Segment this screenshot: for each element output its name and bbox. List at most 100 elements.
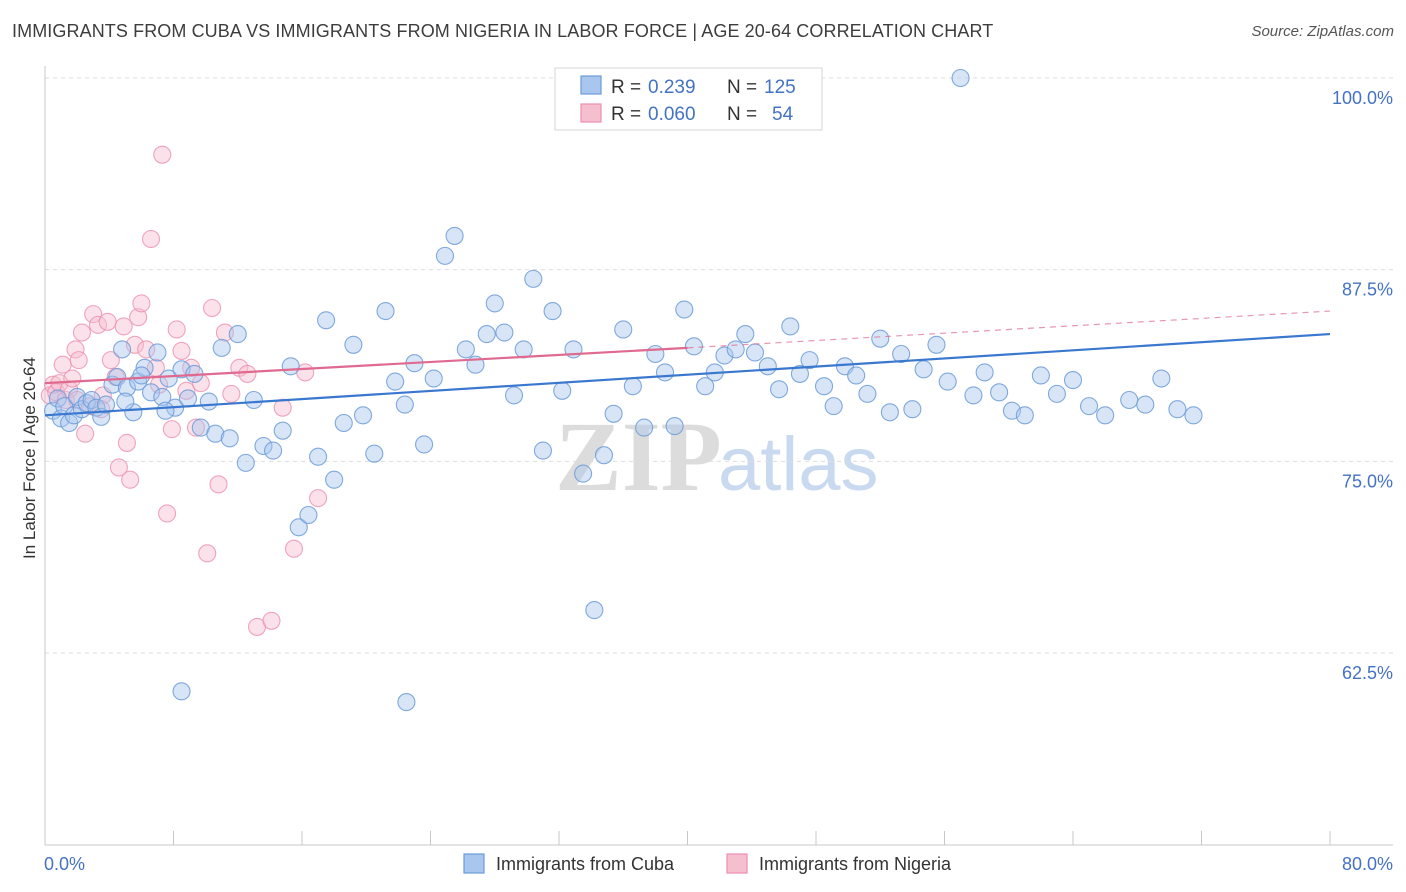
cuba-point [533,441,552,460]
cuba-point [281,357,300,376]
chart-title: IMMIGRANTS FROM CUBA VS IMMIGRANTS FROM … [12,21,994,41]
nigeria-point [262,611,281,630]
nigeria-trend-line [44,346,688,385]
cuba-point [543,302,562,321]
cuba-point [386,372,405,391]
watermark-atlas: atlas [718,422,879,507]
nigeria-point [209,475,228,494]
cuba-point [938,372,957,391]
cuba-point [1031,366,1050,385]
cuba-point [951,68,970,88]
cuba-point [715,346,734,365]
trend-lines [44,310,1331,417]
cuba-point [365,444,384,463]
cuba-point [880,403,899,422]
series-legend: Immigrants from Cuba Immigrants from Nig… [463,853,952,874]
x-tick-label-max: 80.0% [1342,854,1393,874]
cuba-point [178,389,198,408]
y-axis-title: In Labor Force | Age 20-64 [20,357,39,559]
legend-nigeria-n-label: N = [727,104,757,125]
cuba-point [264,441,283,460]
cuba-point [435,246,455,265]
nigeria-point [121,470,140,489]
cuba-point [309,447,328,466]
y-tick-label: 87.5% [1342,280,1393,300]
nigeria-point [117,433,136,452]
cuba-point [553,381,572,400]
nigeria-point [72,323,91,342]
cuba-point [153,387,172,406]
cuba-point [415,435,434,454]
stats-legend: R = 0.239 N = 125 R = 0.060 N = 54 [554,67,823,131]
y-tick-label: 62.5% [1342,663,1393,683]
cuba-point [1047,384,1066,403]
cuba-point [1015,406,1034,425]
cuba-point [975,363,994,382]
series-nigeria-points [40,145,328,636]
nigeria-point [76,424,95,443]
cuba-point [424,369,443,388]
legend-nigeria-r-value: 0.060 [648,104,696,125]
nigeria-point [101,351,120,370]
cuba-point [655,363,675,382]
cuba-point [964,386,983,405]
cuba-point [113,340,132,359]
cuba-point [289,518,308,537]
nigeria-point [109,458,128,477]
cuba-point [635,418,654,437]
nigeria-point [203,298,222,318]
cuba-point [148,343,167,362]
cuba-point [254,436,273,456]
cuba-point [574,464,593,483]
cuba-point [199,392,218,411]
cuba-point [594,446,614,465]
cuba-point [1080,397,1099,416]
cuba-point [445,226,464,245]
cuba-point [244,390,263,410]
bottom-legend-nigeria-label: Immigrants from Nigeria [759,854,952,874]
nigeria-point [198,544,217,563]
cuba-point [824,397,843,416]
cuba-point [814,377,834,396]
legend-nigeria-n-value: 54 [772,104,794,125]
cuba-point [1096,406,1115,425]
cuba-point [903,400,922,419]
legend-nigeria-r-label: R = [611,104,641,125]
bottom-legend-nigeria-swatch [726,853,748,874]
nigeria-point [162,420,181,439]
nigeria-point [222,384,241,403]
cuba-point [395,395,414,414]
cuba-point [485,294,504,313]
cuba-point [726,340,745,359]
cuba-point [1063,371,1083,390]
cuba-point [397,693,416,712]
cuba-point [353,406,373,425]
cuba-point [1152,369,1171,388]
nigeria-point [158,504,177,523]
cuba-point [614,320,633,339]
cuba-point [800,351,819,370]
cuba-point [524,269,543,288]
cuba-point [1184,406,1203,425]
cuba-point [495,323,514,342]
nigeria-point [129,308,148,327]
nigeria-point [186,418,206,437]
nigeria-point [88,315,108,334]
bottom-legend-cuba-swatch [463,853,485,874]
cuba-point [236,453,255,472]
cuba-point [504,386,524,405]
nigeria-point [309,489,328,508]
gridlines [45,77,1393,654]
cuba-point [477,325,496,344]
cuba-point [914,360,933,379]
cuba-point [116,392,135,411]
cuba-point [1168,400,1187,419]
cuba-point [684,337,703,356]
cuba-point [990,383,1009,402]
nigeria-point [137,340,156,359]
bottom-legend-cuba-label: Immigrants from Cuba [496,854,675,874]
nigeria-point [284,539,304,558]
cuba-point [96,395,116,414]
series-cuba-points [43,68,1203,712]
cuba-point [48,389,67,408]
